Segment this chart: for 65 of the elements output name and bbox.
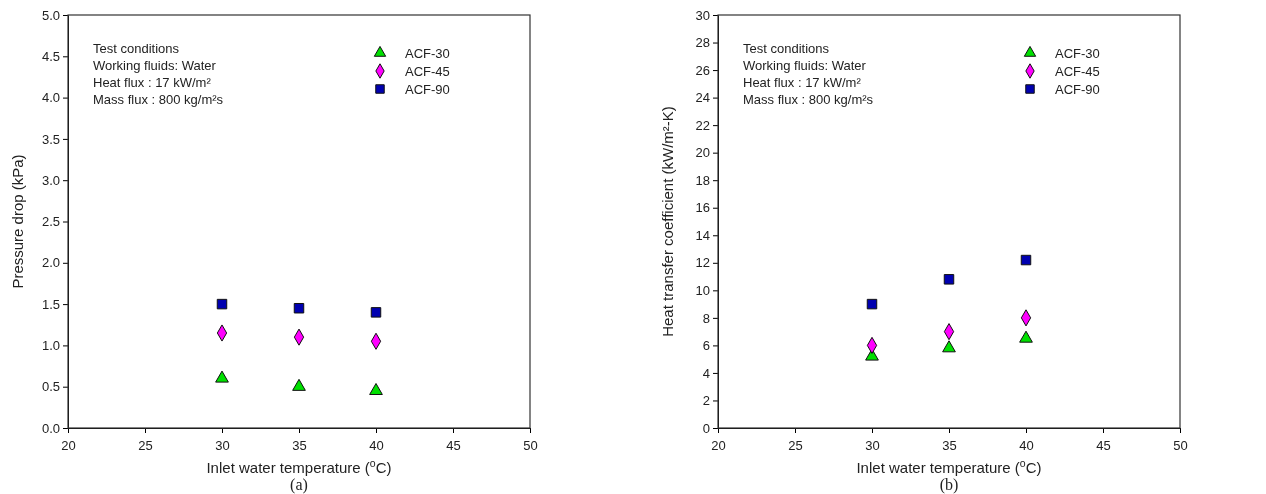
y-tick-label: 14 xyxy=(695,227,710,243)
x-tick-label: 30 xyxy=(215,438,230,454)
text: (a) xyxy=(290,476,308,494)
x-tick-label: 20 xyxy=(61,438,76,454)
y-tick-label: 1.5 xyxy=(41,296,60,312)
point xyxy=(1019,330,1033,343)
y-tick-label: 22 xyxy=(695,117,710,133)
y-tick-label: 12 xyxy=(695,255,710,271)
y-tick-label: 2.0 xyxy=(41,255,60,271)
y-tick-label: 6 xyxy=(702,338,710,354)
x-tick-label: 35 xyxy=(292,438,307,454)
y-tick-label: 20 xyxy=(695,145,710,161)
y-tick-label: 0 xyxy=(702,420,710,436)
y-tick-label: 0.5 xyxy=(41,379,60,395)
y-tick-label: 28 xyxy=(695,35,710,51)
y-tick-label: 26 xyxy=(695,62,710,78)
y-tick-label: 16 xyxy=(695,200,710,216)
y-tick-label: 8 xyxy=(702,310,710,326)
x-tick-label: 45 xyxy=(446,438,461,454)
x-tick-label: 40 xyxy=(369,438,384,454)
text: (b) xyxy=(939,476,959,494)
x-tick-label: 50 xyxy=(523,438,538,454)
legend-label: ACF-30 xyxy=(405,46,450,61)
y-tick-label: 10 xyxy=(695,282,710,298)
y-tick-label: 4.5 xyxy=(41,48,60,64)
point xyxy=(866,298,878,310)
y-tick-label: 2 xyxy=(702,393,710,409)
y-tick-label: 3.0 xyxy=(41,172,60,188)
y-tick-label: 24 xyxy=(695,90,710,106)
legend-label: ACF-30 xyxy=(1055,46,1100,61)
x-tick-label: 45 xyxy=(1096,438,1111,454)
annotation: Test conditions xyxy=(93,41,180,56)
y-tick-label: 3.5 xyxy=(41,131,60,147)
point xyxy=(1020,254,1032,266)
x-axis-title: Inlet water temperature ($^{o}$C) xyxy=(856,457,1042,476)
y-tick-label: 4 xyxy=(702,365,710,381)
annotation: Working fluids: Water xyxy=(93,58,217,73)
x-axis-title: Inlet water temperature ($^{o}$C) xyxy=(206,457,392,476)
y-tick-label: 30 xyxy=(695,7,710,23)
x-tick-label: 30 xyxy=(865,438,880,454)
x-tick-label: 25 xyxy=(788,438,803,454)
legend-label: ACF-90 xyxy=(405,82,450,97)
y-tick-label: 1.0 xyxy=(41,338,60,354)
annotation: Heat flux : 17 kW/m² xyxy=(93,75,212,90)
point xyxy=(942,340,956,353)
y-tick-label: 4.0 xyxy=(41,90,60,106)
x-tick-label: 25 xyxy=(138,438,153,454)
annotation: Mass flux : 800 kg/m²s xyxy=(93,92,224,107)
x-tick-label: 40 xyxy=(1019,438,1034,454)
legend-label: ACF-45 xyxy=(405,64,450,79)
x-tick-label: 50 xyxy=(1173,438,1188,454)
y-tick-label: 5.0 xyxy=(41,7,60,23)
legend-label: ACF-45 xyxy=(1055,64,1100,79)
y-tick-label: 2.5 xyxy=(41,214,60,230)
y-tick-label: 0.0 xyxy=(41,420,60,436)
annotation: Heat flux : 17 kW/m² xyxy=(743,75,862,90)
y-axis-title: Pressure drop (kPa) xyxy=(9,154,26,289)
annotation: Mass flux : 800 kg/m²s xyxy=(743,92,874,107)
legend-label: ACF-90 xyxy=(1055,82,1100,97)
x-tick-label: 35 xyxy=(942,438,957,454)
point xyxy=(943,274,955,285)
annotation: Working fluids: Water xyxy=(743,58,867,73)
annotation: Test conditions xyxy=(743,41,830,56)
y-tick-label: 18 xyxy=(695,172,710,188)
y-axis-title: Heat transfer coefficient (kW/m²-K) xyxy=(659,106,676,337)
